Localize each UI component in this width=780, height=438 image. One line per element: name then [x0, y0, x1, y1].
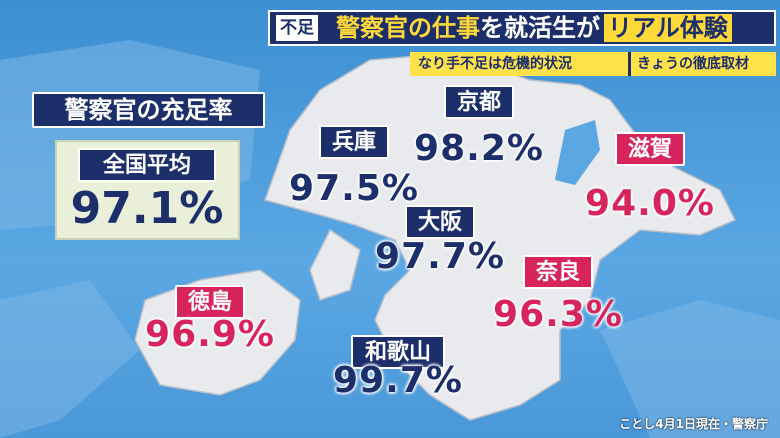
subtitle: なり手不足は危機的状況 [418, 56, 572, 72]
headline-c: リアル体験 [604, 14, 732, 42]
region-name: 京都 [444, 85, 514, 119]
region-value: 98.2% [414, 128, 544, 169]
region-value: 97.7% [375, 236, 505, 277]
region-name: 徳島 [175, 285, 245, 319]
headline-a: 警察官の仕事 [336, 14, 480, 42]
region-value: 96.9% [145, 314, 275, 355]
region-value: 99.7% [333, 360, 463, 401]
region-value: 97.5% [289, 168, 419, 209]
region-name: 滋賀 [615, 132, 685, 166]
region-name: 兵庫 [319, 125, 389, 159]
panel-title: 警察官の充足率 [32, 92, 265, 128]
source: ことし4月1日現在・警察庁 [619, 417, 768, 431]
subtitle-bar [410, 52, 776, 76]
region-value: 96.3% [493, 294, 623, 335]
region-value: 94.0% [585, 183, 715, 224]
lake [555, 120, 600, 185]
headline: 警察官の仕事を就活生が リアル体験 [336, 12, 732, 44]
tag: 不足 [276, 15, 318, 41]
region-name: 大阪 [405, 205, 475, 239]
corner-label: きょうの徹底取材 [628, 52, 749, 76]
average-label: 全国平均 [78, 148, 216, 182]
region-name: 和歌山 [351, 335, 445, 369]
region-name: 奈良 [523, 255, 593, 289]
average-value: 97.1% [70, 183, 224, 234]
headline-b: を就活生が [480, 14, 600, 42]
